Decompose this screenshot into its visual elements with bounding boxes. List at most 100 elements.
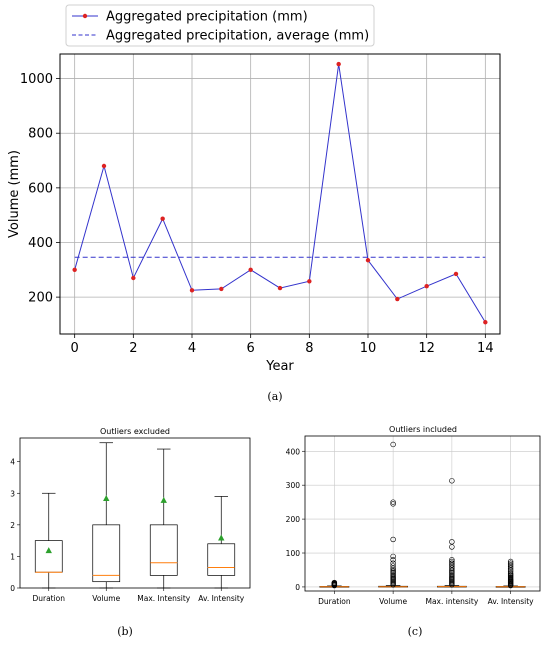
legend-label: Aggregated precipitation (mm)	[106, 10, 308, 25]
boxes	[34, 442, 236, 589]
panel-c-boxplot: Outliers included 0 100 200 300 400 Duration V…	[286, 425, 541, 606]
x-tick-label: 0	[71, 341, 79, 356]
data-point	[453, 271, 459, 277]
outlier-point	[390, 568, 396, 575]
data-point	[395, 296, 400, 302]
box-iqr	[34, 540, 63, 573]
boxes	[319, 441, 526, 589]
series-lines	[72, 61, 488, 325]
plot-frame	[304, 435, 541, 592]
grid	[305, 436, 540, 591]
x-tick-label: 6	[247, 341, 255, 356]
mean-marker	[45, 547, 52, 554]
data-point	[131, 275, 136, 281]
x-tick-label: 12	[418, 341, 435, 356]
y-tick-label: 1	[10, 552, 15, 561]
caption-c: (c)	[408, 625, 423, 638]
caption-b: (b)	[117, 625, 133, 638]
x-tick-label: 14	[477, 341, 494, 356]
y-axis-label: Volume (mm)	[7, 150, 22, 238]
chart-title: Outliers included	[389, 425, 457, 434]
x-tick-label: 8	[305, 341, 313, 356]
outlier-point	[390, 567, 396, 573]
outlier-point	[449, 478, 455, 484]
axis-ticks: 0 1 2 3 4 Duration Volume Max. Intensity Av. Int…	[10, 458, 245, 603]
legend-box	[65, 4, 375, 47]
data-point	[189, 288, 195, 293]
box-iqr	[92, 524, 121, 583]
y-tick-label: 0	[10, 584, 15, 593]
box-iqr	[149, 524, 178, 576]
outlier-point	[390, 499, 396, 505]
mean-marker	[218, 534, 225, 541]
outlier-point	[390, 560, 396, 566]
outlier-point	[390, 557, 396, 563]
y-tick-label: 600	[28, 181, 53, 196]
data-point	[72, 267, 77, 273]
legend-label: Aggregated precipitation, average (mm)	[106, 29, 369, 44]
data-point	[307, 279, 312, 284]
outlier-point	[449, 574, 455, 580]
y-tick-label: 200	[28, 291, 53, 306]
data-point	[248, 267, 253, 273]
mean-marker	[160, 496, 167, 503]
data-point	[365, 258, 371, 263]
x-tick-label: 2	[129, 341, 137, 356]
y-tick-label: 200	[286, 515, 301, 524]
outlier-point	[331, 579, 338, 586]
x-tick-label: Volume	[92, 594, 120, 603]
outlier-point	[390, 574, 396, 580]
plot-frame	[19, 437, 251, 589]
y-tick-label: 400	[286, 447, 301, 456]
data-point	[424, 283, 429, 289]
x-tick-label: Max. intensity	[425, 597, 478, 606]
data-point	[336, 61, 341, 67]
x-tick-label: Av. Intensity	[488, 597, 535, 606]
y-tick-label: 1000	[20, 72, 53, 87]
x-tick-label: 10	[360, 341, 377, 356]
data-point	[160, 216, 165, 221]
outlier-point	[390, 569, 396, 576]
data-point	[101, 163, 107, 169]
outlier-point	[449, 560, 455, 566]
outlier-point	[449, 558, 455, 565]
x-tick-label: Duration	[32, 594, 65, 603]
x-tick-label: Av. Intensity	[198, 594, 245, 603]
x-tick-label: Max. Intensity	[137, 594, 190, 603]
axis-ticks: 0 100 200 300 400 Duration Volume Max. intensit…	[286, 447, 534, 606]
x-tick-label: Duration	[318, 597, 351, 606]
outlier-point	[390, 441, 396, 448]
data-point	[277, 285, 283, 291]
y-tick-label: 2	[10, 521, 15, 530]
data-point	[483, 320, 488, 325]
outlier-point	[449, 572, 455, 579]
outlier-point	[507, 560, 514, 566]
outlier-point	[390, 536, 396, 543]
x-tick-label: Volume	[379, 597, 407, 606]
x-axis-label: Year	[265, 359, 294, 374]
y-tick-label: 400	[28, 236, 53, 251]
y-tick-label: 300	[286, 481, 301, 490]
box-iqr	[207, 543, 236, 576]
outlier-point	[449, 539, 455, 545]
outlier-point	[390, 501, 396, 507]
y-tick-label: 4	[10, 458, 15, 467]
caption-a: (a)	[267, 390, 282, 403]
outlier-point	[449, 557, 455, 563]
axis-ticks: 0 2 4 6 8 10 12 14 200 400 600 800 1000	[20, 72, 494, 356]
grid	[60, 54, 500, 334]
outlier-point	[507, 558, 514, 565]
x-tick-label: 4	[188, 341, 196, 356]
y-tick-label: 100	[286, 549, 301, 558]
y-tick-label: 0	[295, 583, 300, 592]
precipitation-line	[74, 64, 486, 323]
outlier-point	[507, 562, 514, 568]
outlier-point	[449, 569, 455, 576]
legend: Aggregated precipitation (mm) Aggregated…	[65, 4, 375, 47]
outlier-point	[390, 553, 396, 560]
y-tick-label: 800	[28, 127, 53, 142]
panel-a-line-chart: 0 2 4 6 8 10 12 14 200 400 600 800 1000 Year Volume …	[7, 4, 501, 374]
outlier-point	[449, 571, 455, 577]
mean-marker	[103, 495, 110, 502]
